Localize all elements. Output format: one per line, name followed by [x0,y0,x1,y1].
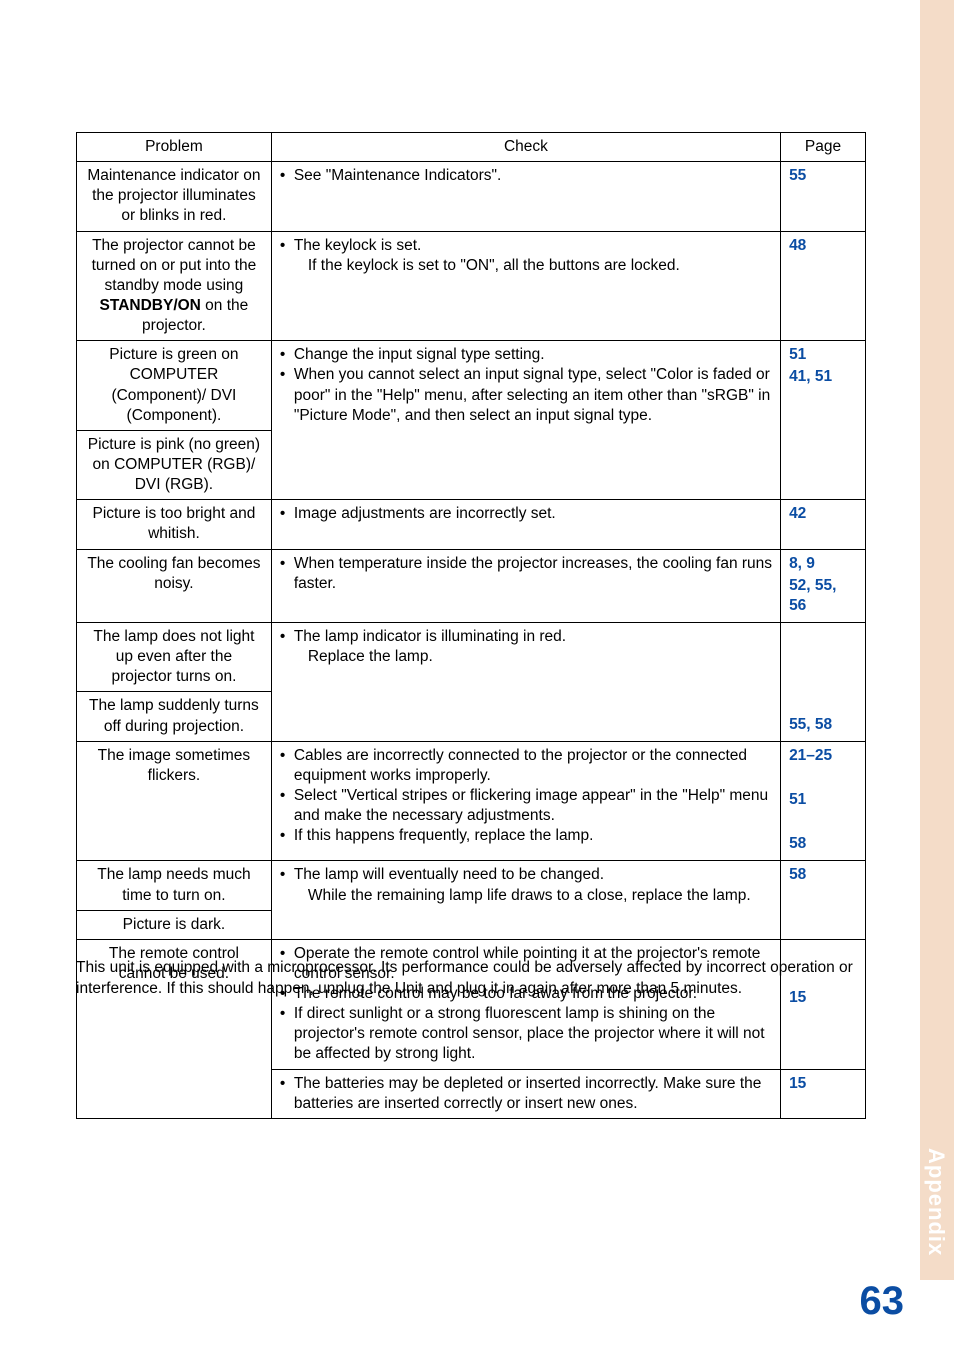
check-item: See "Maintenance Indicators". [280,166,772,186]
check-item: If this happens frequently, replace the … [280,826,772,846]
check-item: If direct sunlight or a strong fluoresce… [280,1004,772,1064]
page-ref: 51 [789,345,857,365]
cell-check: The lamp will eventually need to be chan… [271,861,780,939]
table-row: The image sometimes flickers. Cables are… [77,741,866,861]
page-ref: 58 [789,834,857,854]
check-item: Select "Vertical stripes or flickering i… [280,786,772,826]
cell-problem: The projector cannot be turned on or put… [77,231,272,341]
header-check: Check [271,133,780,162]
table-row: Picture is too bright and whitish. Image… [77,500,866,549]
check-item: Image adjustments are incorrectly set. [280,504,772,524]
cell-problem: Picture is too bright and whitish. [77,500,272,549]
page-ref [789,768,857,788]
table-row: The cooling fan becomes noisy. When temp… [77,549,866,622]
check-item: The keylock is set. If the keylock is se… [280,236,772,276]
cell-problem: Picture is dark. [77,910,272,939]
check-item: The batteries may be depleted or inserte… [280,1074,772,1114]
page-ref: 21–25 [789,746,857,766]
cell-page: 48 [781,231,866,341]
header-page: Page [781,133,866,162]
cell-check: When temperature inside the projector in… [271,549,780,622]
page-ref: 15 [789,1074,857,1094]
cell-problem: Picture is pink (no green) on COMPUTER (… [77,430,272,499]
page-ref: 52, 55, 56 [789,576,857,616]
cell-page: 51 41, 51 [781,341,866,500]
table-header-row: Problem Check Page [77,133,866,162]
cell-page: 15 [781,1069,866,1118]
check-item: The lamp will eventually need to be chan… [280,865,772,905]
table-row: The projector cannot be turned on or put… [77,231,866,341]
page-ref: 55, 58 [789,715,857,735]
page-ref: 48 [789,236,857,256]
page-number: 63 [860,1279,905,1324]
cell-check: See "Maintenance Indicators". [271,162,780,231]
cell-page: 8, 9 52, 55, 56 [781,549,866,622]
check-item: When temperature inside the projector in… [280,554,772,594]
cell-problem: The lamp does not light up even after th… [77,622,272,691]
check-item: Change the input signal type setting. [280,345,772,365]
cell-problem: The image sometimes flickers. [77,741,272,861]
page-ref: 41, 51 [789,367,857,387]
page-ref: 51 [789,790,857,810]
cell-page: 55, 58 [781,622,866,741]
cell-check: The keylock is set. If the keylock is se… [271,231,780,341]
table-row: The lamp needs much time to turn on. The… [77,861,866,910]
cell-page: 21–25 51 58 [781,741,866,861]
table-row: The lamp does not light up even after th… [77,622,866,691]
table-row: Picture is green on COMPUTER (Component)… [77,341,866,431]
cell-problem: The cooling fan becomes noisy. [77,549,272,622]
check-item: The lamp indicator is illuminating in re… [280,627,772,667]
cell-check: The batteries may be depleted or inserte… [271,1069,780,1118]
cell-check: Change the input signal type setting. Wh… [271,341,780,500]
check-item: Cables are incorrectly connected to the … [280,746,772,786]
side-tab [920,0,954,1280]
cell-check: The lamp indicator is illuminating in re… [271,622,780,741]
cell-problem: Maintenance indicator on the projector i… [77,162,272,231]
cell-check: Cables are incorrectly connected to the … [271,741,780,861]
table-row: Maintenance indicator on the projector i… [77,162,866,231]
cell-page: 58 [781,861,866,939]
cell-page: 55 [781,162,866,231]
cell-problem: The lamp needs much time to turn on. [77,861,272,910]
header-problem: Problem [77,133,272,162]
page-ref [789,812,857,832]
cell-problem: The lamp suddenly turns off during proje… [77,692,272,741]
page-ref: 55 [789,166,857,186]
page: Appendix Problem Check Page Maintenance … [0,0,954,1352]
page-ref: 42 [789,504,857,524]
cell-page: 42 [781,500,866,549]
page-ref: 8, 9 [789,554,857,574]
footnote: This unit is equipped with a microproces… [76,958,866,1000]
page-ref: 58 [789,865,857,885]
cell-problem: Picture is green on COMPUTER (Component)… [77,341,272,431]
check-item: When you cannot select an input signal t… [280,365,772,425]
cell-check: Image adjustments are incorrectly set. [271,500,780,549]
side-tab-label: Appendix [923,1148,949,1256]
